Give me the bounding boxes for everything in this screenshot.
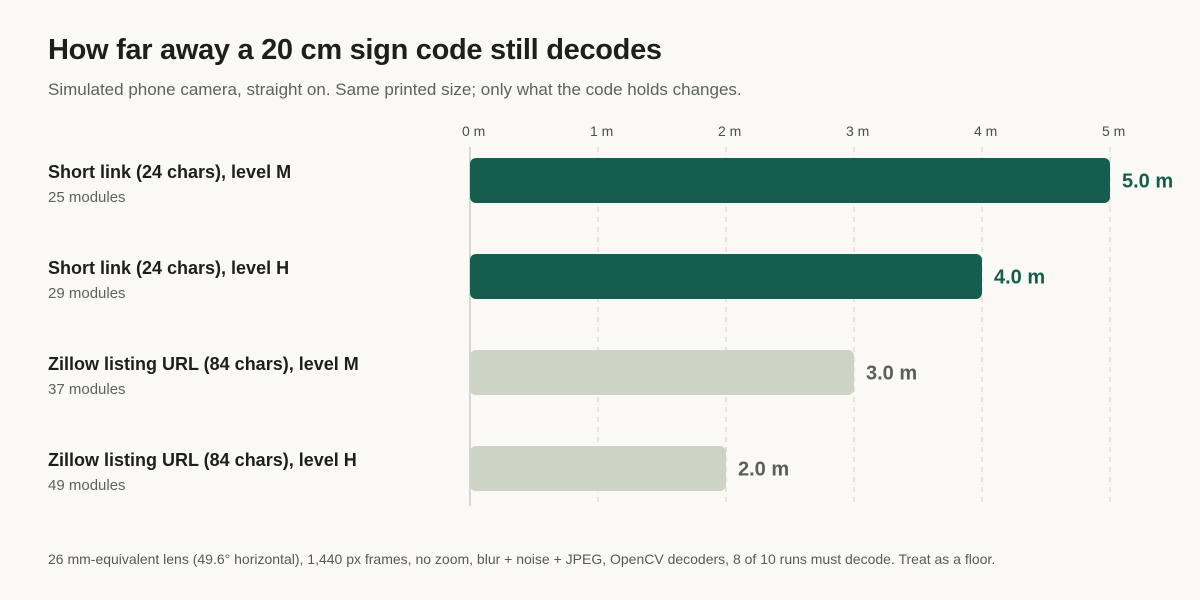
chart-title: How far away a 20 cm sign code still dec… [48, 34, 662, 66]
row-label: Zillow listing URL (84 chars), level H [48, 450, 357, 470]
row-sublabel: 37 modules [48, 381, 126, 398]
bar [470, 446, 726, 491]
x-tick-label: 3 m [846, 123, 869, 139]
value-label: 4.0 m [994, 267, 1045, 289]
row-label: Zillow listing URL (84 chars), level M [48, 354, 359, 374]
bar [470, 158, 1110, 203]
row-sublabel: 29 modules [48, 285, 126, 302]
chart-subtitle: Simulated phone camera, straight on. Sam… [48, 80, 742, 99]
value-label: 3.0 m [866, 363, 917, 385]
row-label: Short link (24 chars), level M [48, 162, 291, 182]
value-label: 2.0 m [738, 459, 789, 481]
row-sublabel: 49 modules [48, 477, 126, 494]
x-tick-label: 2 m [718, 123, 741, 139]
chart-footnote: 26 mm-equivalent lens (49.6° horizontal)… [48, 551, 996, 567]
x-tick-label: 4 m [974, 123, 997, 139]
x-tick-label: 1 m [590, 123, 613, 139]
bar [470, 254, 982, 299]
value-label: 5.0 m [1122, 171, 1173, 193]
x-tick-label: 0 m [462, 123, 485, 139]
row-label: Short link (24 chars), level H [48, 258, 289, 278]
x-tick-label: 5 m [1102, 123, 1125, 139]
row-sublabel: 25 modules [48, 189, 126, 206]
bar [470, 350, 854, 395]
